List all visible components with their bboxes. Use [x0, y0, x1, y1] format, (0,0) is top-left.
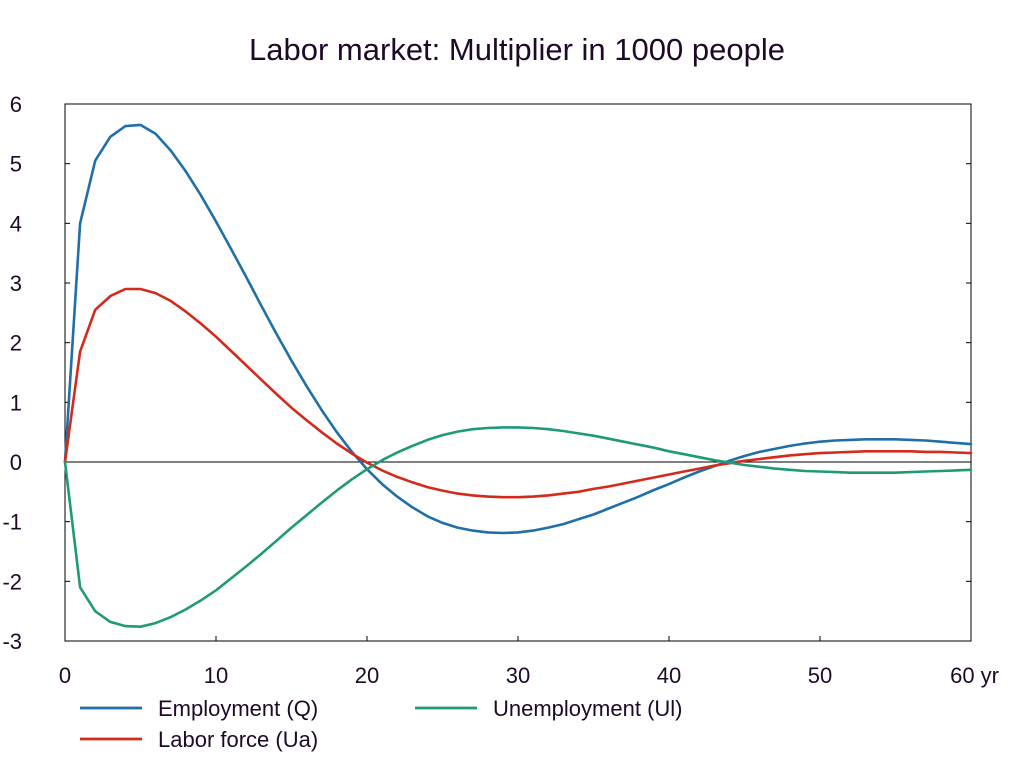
- x-tick-label: 20: [355, 663, 379, 688]
- series-line-0: [63, 123, 973, 535]
- y-tick-label: -2: [2, 569, 22, 594]
- x-tick-label: 60 yr: [950, 663, 999, 688]
- y-tick-label: 2: [10, 331, 22, 356]
- y-tick-label: 3: [10, 271, 22, 296]
- x-tick-label: 30: [506, 663, 530, 688]
- y-tick-label: 0: [10, 450, 22, 475]
- chart-title: Labor market: Multiplier in 1000 people: [249, 32, 785, 67]
- y-tick-label: 5: [10, 152, 22, 177]
- x-tick-label: 40: [657, 663, 681, 688]
- y-tick-label: -1: [2, 510, 22, 535]
- plot-area: [63, 103, 973, 642]
- y-tick-label: -3: [2, 629, 22, 654]
- y-tick-label: 4: [10, 211, 22, 236]
- y-tick-label: 1: [10, 390, 22, 415]
- legend-label: Labor force (Ua): [158, 727, 318, 752]
- series-lines: [63, 123, 973, 629]
- x-tick-label: 0: [59, 663, 71, 688]
- legend-label: Employment (Q): [158, 696, 318, 721]
- x-tick-label: 10: [204, 663, 228, 688]
- series-line-1: [63, 287, 973, 499]
- series-line-2: [63, 426, 973, 629]
- legend-label: Unemployment (Ul): [493, 696, 683, 721]
- plot-frame: [64, 103, 972, 642]
- legend: Employment (Q) Unemployment (Ul) Labor for…: [80, 696, 683, 752]
- y-tick-label: 6: [10, 92, 22, 117]
- y-axis-tick-labels: 6 5 4 3 2 1 0 -1 -2 -3: [2, 92, 22, 654]
- x-tick-label: 50: [808, 663, 832, 688]
- axis-ticks: [64, 103, 972, 642]
- x-axis-tick-labels: 0 10 20 30 40 50 60 yr: [59, 663, 999, 688]
